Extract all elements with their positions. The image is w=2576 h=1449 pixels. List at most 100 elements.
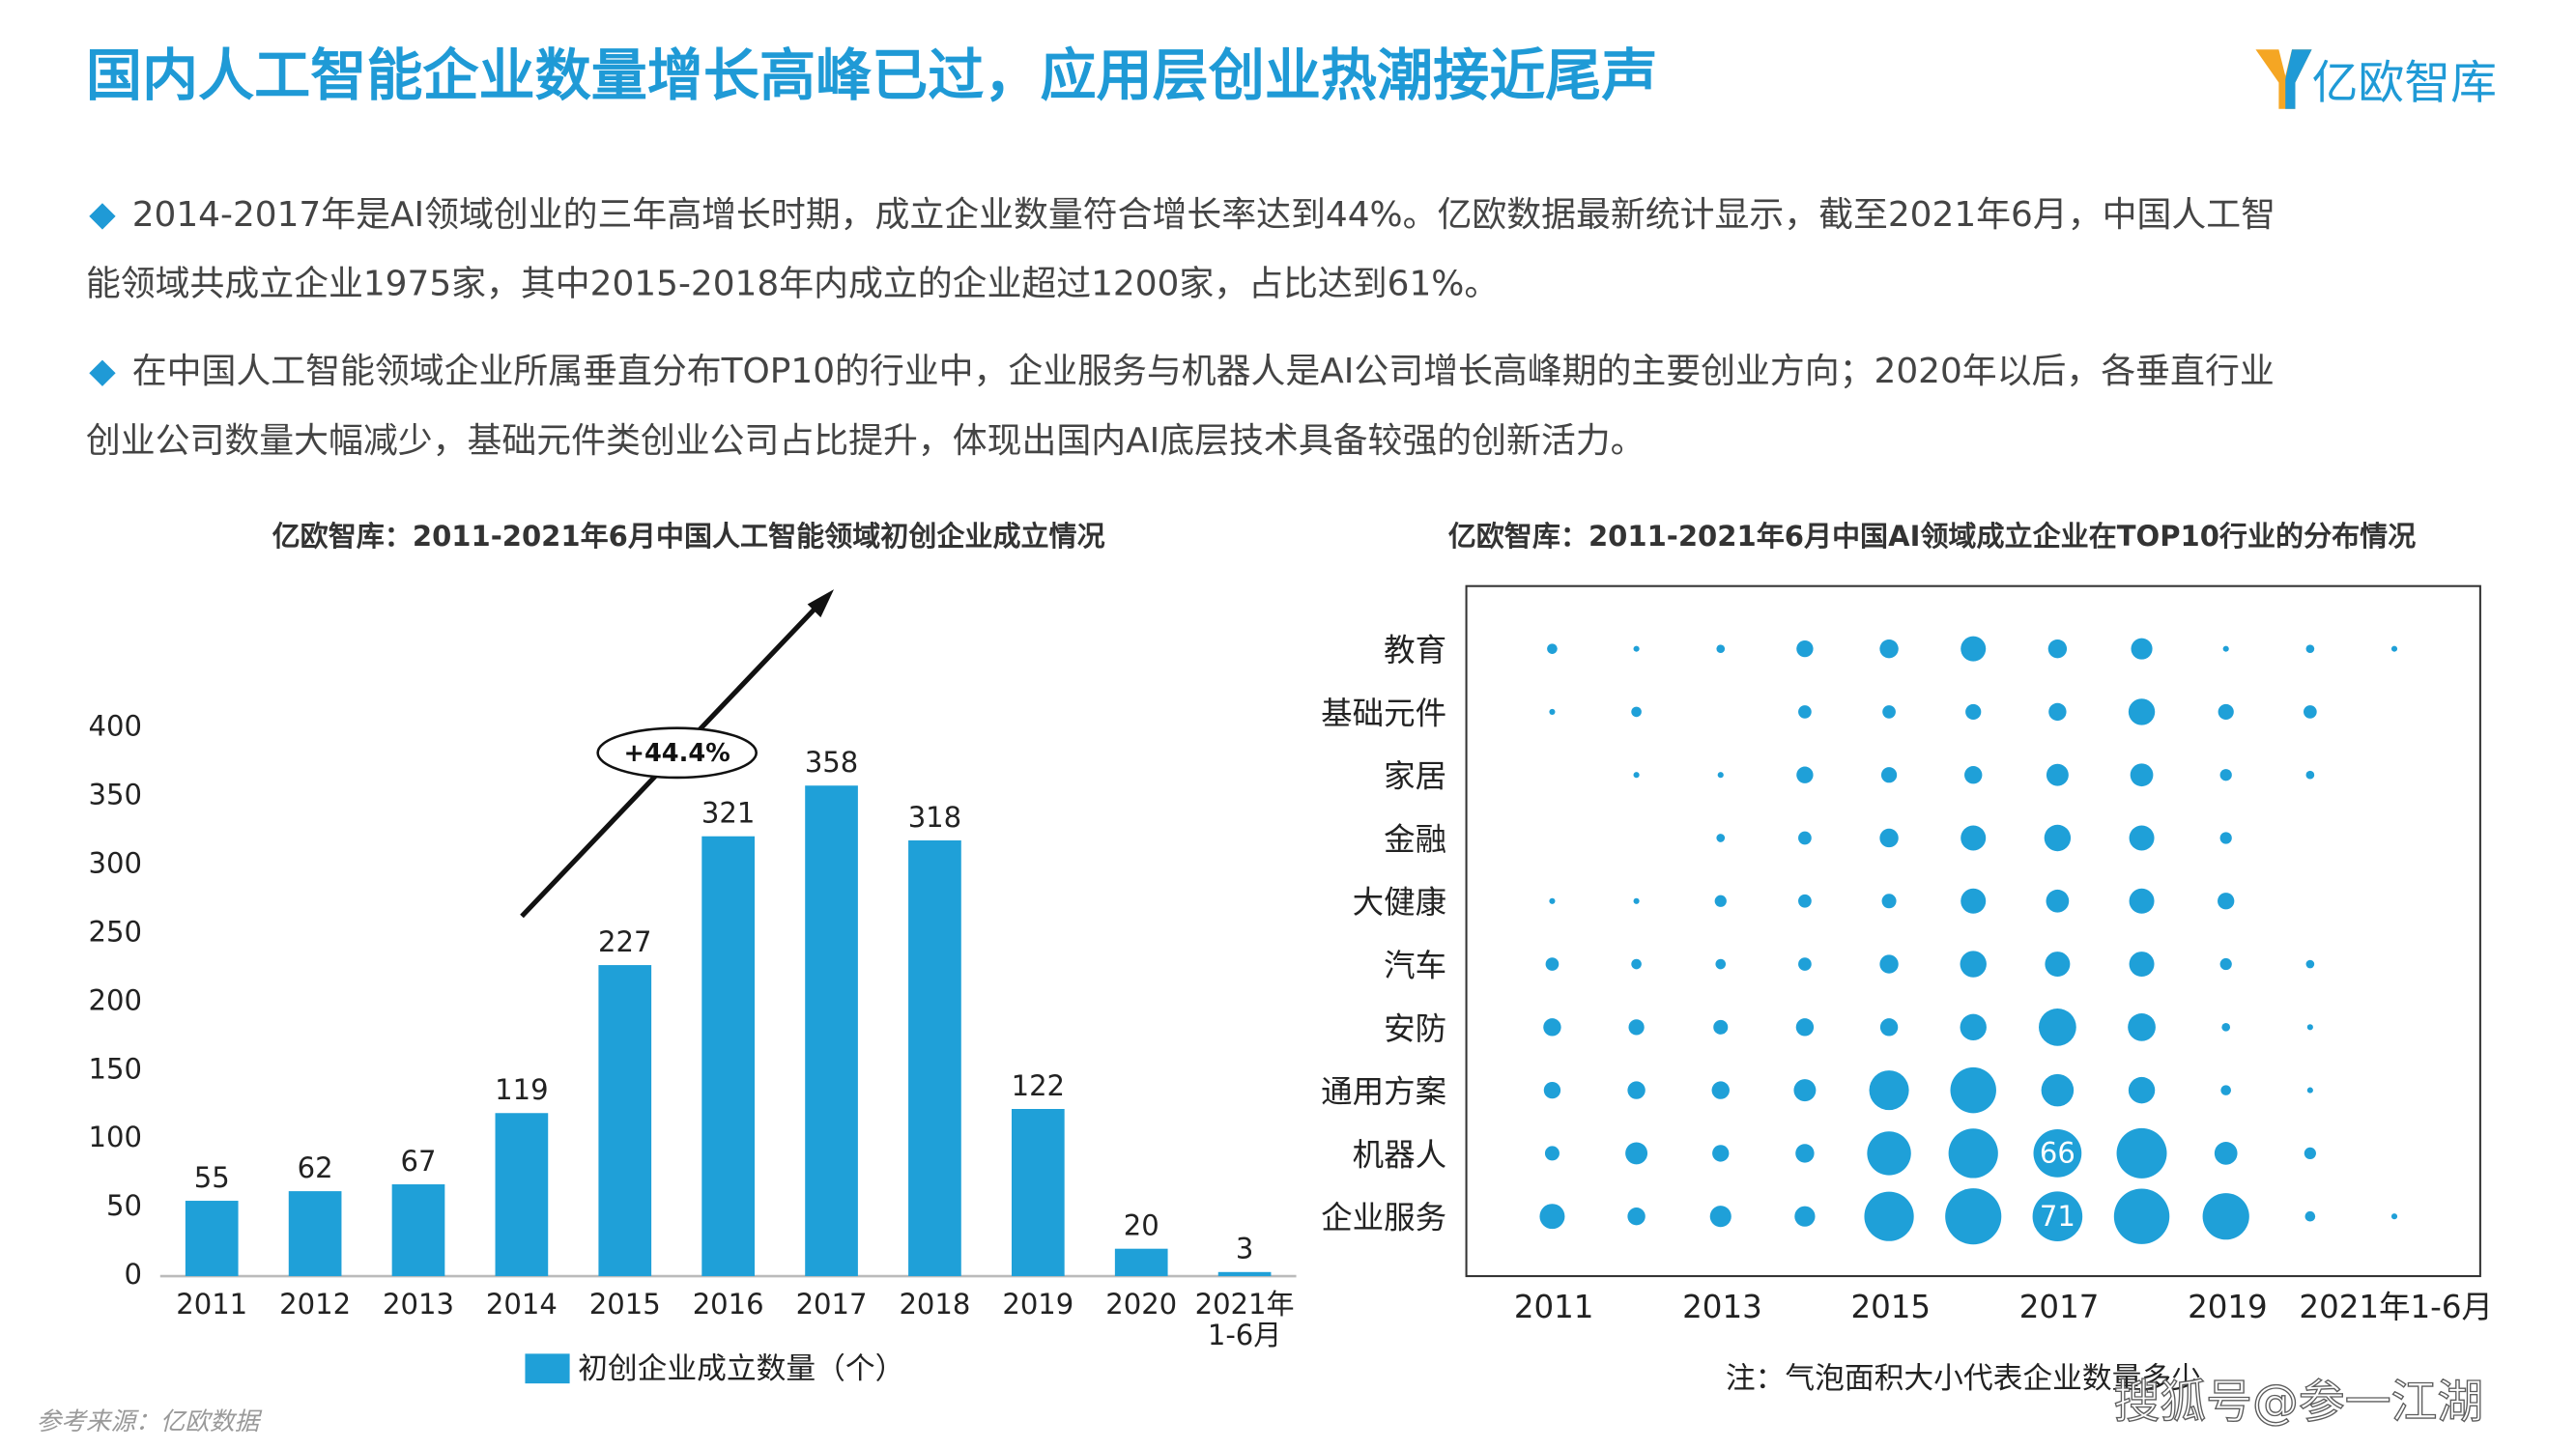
bubble xyxy=(2128,698,2156,725)
bubble xyxy=(1961,888,1987,914)
bubble xyxy=(2390,1213,2398,1220)
bubble xyxy=(1867,1131,1911,1176)
bubble xyxy=(2044,824,2072,852)
x-tick-label: 2013 xyxy=(383,1288,454,1321)
value-label: 3 xyxy=(1236,1233,1253,1265)
bubble xyxy=(1712,1145,1730,1162)
y-tick-label: 250 xyxy=(89,915,142,948)
watermark: 搜狐号@参一江湖 xyxy=(2113,1376,2483,1429)
bubble xyxy=(1709,1206,1732,1228)
bubble xyxy=(2131,638,2153,660)
bubble xyxy=(2129,888,2155,914)
bubble xyxy=(1711,1081,1730,1099)
bubble xyxy=(2129,952,2155,978)
bubble xyxy=(2116,1127,2167,1179)
annotation-oval xyxy=(596,726,758,780)
y-tick-label: 安防 xyxy=(1384,1010,1446,1047)
bubble xyxy=(2305,644,2315,653)
source: 参考来源：亿欧数据 xyxy=(37,1407,263,1436)
x-tick-label: 2014 xyxy=(486,1288,558,1321)
value-label: 55 xyxy=(194,1161,230,1194)
bubble xyxy=(1960,1013,1987,1041)
bubble xyxy=(2033,1129,2082,1178)
bubble xyxy=(1879,954,1899,974)
bullet-text: 在中国人工智能领域企业所属垂直分布TOP10的行业中，企业服务与机器人是AI公司… xyxy=(132,352,2275,391)
bar xyxy=(288,1191,342,1277)
bubble xyxy=(2214,1142,2238,1165)
bubble xyxy=(2202,1193,2249,1240)
y-tick-label: 企业服务 xyxy=(1321,1200,1446,1236)
y-tick-label: 基础元件 xyxy=(1321,695,1446,731)
plot-frame xyxy=(1465,584,2481,1278)
bubble xyxy=(1869,1070,1909,1111)
value-label: 66 xyxy=(2040,1137,2075,1170)
bar xyxy=(701,836,756,1277)
annotation: +44.4% xyxy=(623,739,730,768)
x-tick-label: 2017 xyxy=(796,1288,868,1321)
bubble xyxy=(2113,1188,2170,1244)
bubble xyxy=(2041,1073,2075,1107)
bubble xyxy=(1631,958,1642,970)
bubble xyxy=(2305,959,2315,969)
bar xyxy=(495,1113,549,1277)
bubble xyxy=(2047,639,2068,659)
bubble xyxy=(1713,1019,1729,1035)
y-tick-label: 大健康 xyxy=(1353,884,1446,921)
value-label: 318 xyxy=(908,801,961,834)
value-label: 227 xyxy=(598,925,651,958)
bar xyxy=(908,839,961,1277)
bubble xyxy=(2390,645,2398,652)
y-tick-label: 金融 xyxy=(1384,821,1446,858)
x-tick-label: 2012 xyxy=(279,1288,351,1321)
bubble xyxy=(1545,957,1560,971)
bar xyxy=(1011,1109,1065,1277)
bubble xyxy=(1627,1208,1646,1226)
x-tick-label: 2013 xyxy=(1682,1289,1762,1325)
bubble xyxy=(2039,1008,2076,1046)
bubble xyxy=(1544,1146,1560,1161)
bubble xyxy=(2218,893,2235,910)
bubble xyxy=(2304,1147,2316,1160)
bubble xyxy=(1628,1019,1645,1036)
bubble xyxy=(2218,703,2234,721)
y-tick-label: 100 xyxy=(89,1121,142,1153)
chart-title: 亿欧智库：2011-2021年6月中国人工智能领域初创企业成立情况 xyxy=(272,520,1105,553)
y-tick-label: 家居 xyxy=(1384,758,1446,795)
legend-swatch xyxy=(525,1353,570,1384)
bubble xyxy=(2046,889,2070,913)
bubble xyxy=(1793,1079,1817,1102)
y-tick-label: 教育 xyxy=(1384,632,1446,668)
bubble xyxy=(1716,834,1726,842)
y-tick-label: 150 xyxy=(89,1052,142,1085)
bubble xyxy=(1879,1018,1899,1037)
bubble xyxy=(2219,769,2232,781)
bubble xyxy=(1961,636,1987,662)
x-tick-label: 2015 xyxy=(589,1288,661,1321)
bubble xyxy=(1964,766,1983,784)
bubble xyxy=(1798,894,1812,908)
x-tick-label: 2018 xyxy=(899,1288,970,1321)
bubble xyxy=(1795,1144,1815,1163)
bar xyxy=(598,965,652,1277)
bubble xyxy=(1960,951,1987,978)
value-label: 62 xyxy=(298,1151,333,1184)
bubble xyxy=(1625,1142,1648,1165)
y-tick-label: 400 xyxy=(89,710,142,743)
bubble xyxy=(2045,952,2071,978)
logo-icon xyxy=(2255,49,2312,109)
bubble xyxy=(2128,1012,2156,1041)
bubble xyxy=(1794,1206,1816,1227)
bubble xyxy=(1633,645,1640,652)
bubble xyxy=(1549,708,1556,715)
value-label: 119 xyxy=(495,1073,548,1106)
bubble xyxy=(1633,772,1640,779)
bubble xyxy=(1864,1191,1914,1241)
value-label: 71 xyxy=(2040,1200,2075,1233)
bubble xyxy=(2306,1087,2313,1094)
bullet-text: 能领域共成立企业1975家，其中2015-2018年内成立的企业超过1200家，… xyxy=(86,265,1499,304)
x-tick-label: 2015 xyxy=(1850,1289,1931,1325)
bubble xyxy=(2032,1191,2083,1241)
bubble xyxy=(2222,645,2229,652)
bubble xyxy=(1796,639,1814,658)
